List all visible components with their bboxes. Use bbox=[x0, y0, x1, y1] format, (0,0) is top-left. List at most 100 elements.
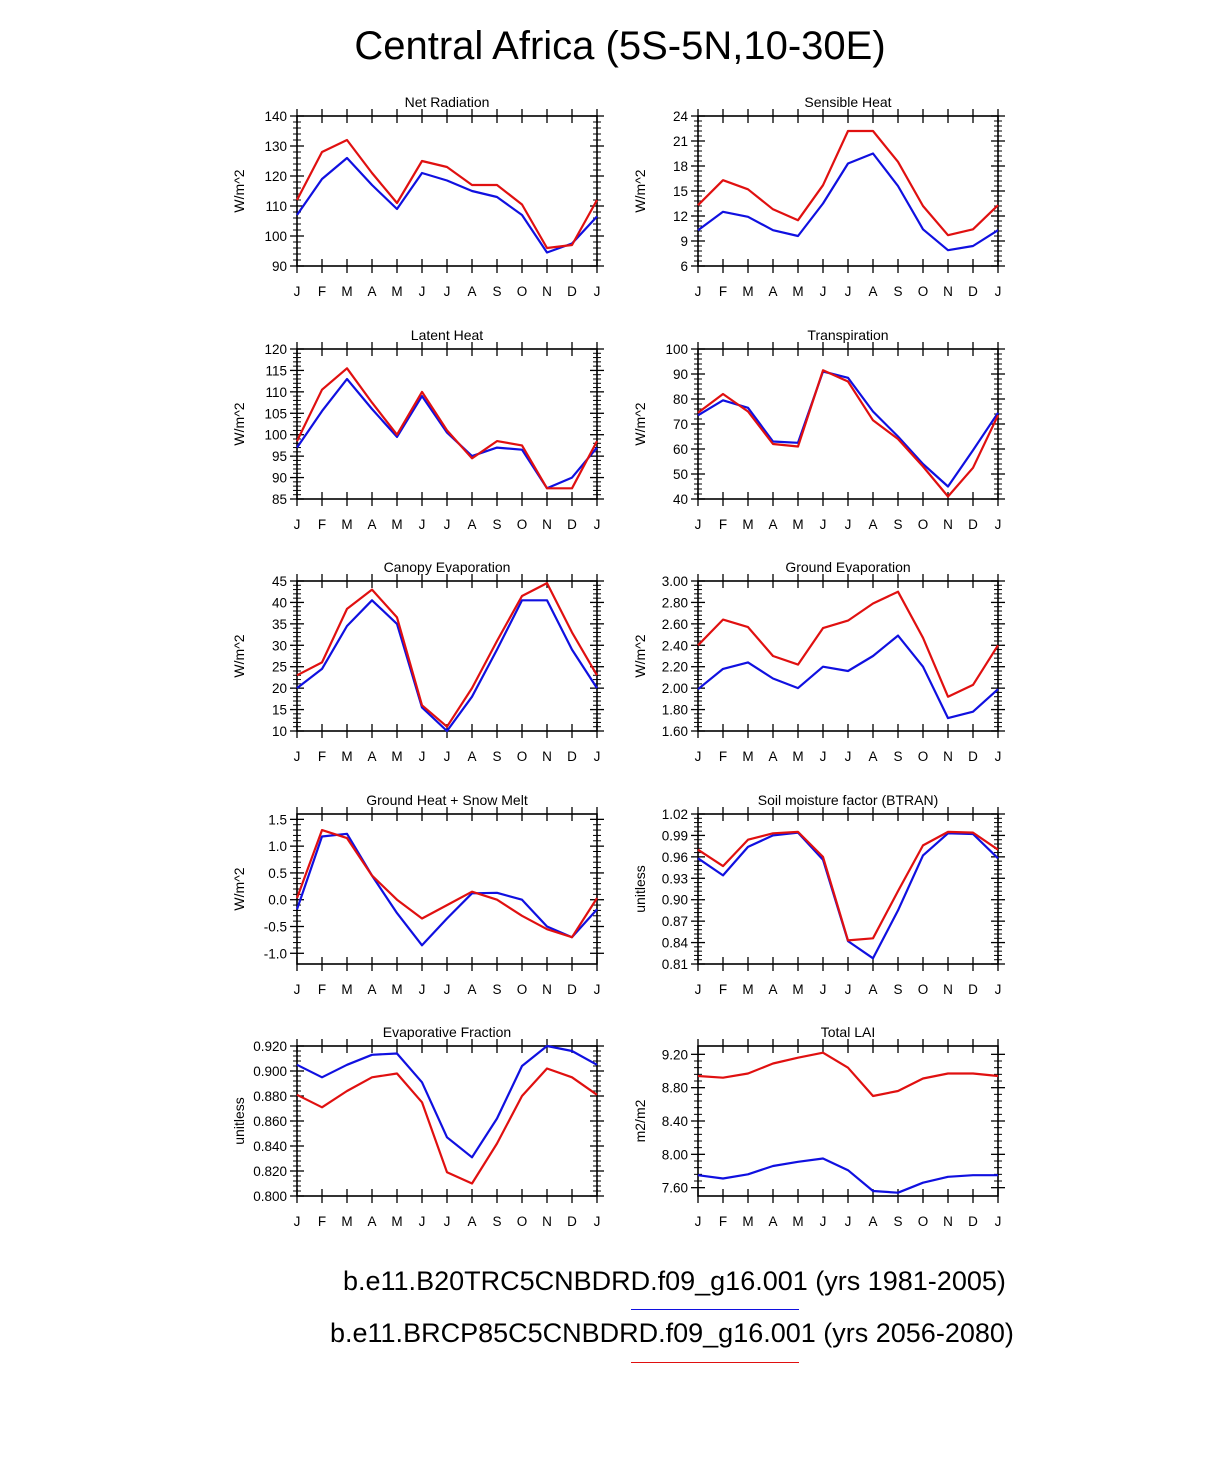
x-tick-label: J bbox=[995, 284, 1002, 299]
y-tick-label: 0.840 bbox=[253, 1139, 287, 1154]
y-tick-label: 2.00 bbox=[662, 681, 688, 696]
x-tick-label: N bbox=[943, 1214, 953, 1229]
x-tick-label: J bbox=[444, 982, 451, 997]
x-tick-label: M bbox=[742, 982, 753, 997]
y-tick-label: 30 bbox=[272, 638, 287, 653]
x-tick-label: A bbox=[467, 284, 476, 299]
x-tick-label: J bbox=[695, 1214, 702, 1229]
x-tick-label: O bbox=[918, 517, 929, 532]
y-axis-label: W/m^2 bbox=[231, 634, 247, 677]
x-tick-label: J bbox=[419, 749, 426, 764]
series-line bbox=[295, 828, 598, 939]
y-axis-label: W/m^2 bbox=[231, 169, 247, 212]
x-tick-label: A bbox=[467, 1214, 476, 1229]
y-tick-label: 60 bbox=[673, 442, 688, 457]
x-tick-label: A bbox=[768, 1214, 777, 1229]
y-tick-label: 20 bbox=[272, 681, 287, 696]
y-tick-label: 2.40 bbox=[662, 638, 688, 653]
series-line bbox=[697, 634, 999, 720]
plot-frame bbox=[697, 115, 999, 267]
y-tick-label: 6 bbox=[680, 259, 688, 274]
x-tick-label: M bbox=[792, 982, 803, 997]
y-tick-label: 130 bbox=[264, 139, 287, 154]
panel-title: Ground Evaporation bbox=[785, 559, 910, 575]
x-tick-label: D bbox=[567, 517, 577, 532]
y-tick-label: 50 bbox=[673, 467, 688, 482]
y-tick-label: 115 bbox=[265, 363, 287, 378]
series-line bbox=[296, 1067, 598, 1185]
y-tick-label: 100 bbox=[264, 229, 287, 244]
x-tick-label: J bbox=[419, 284, 426, 299]
plot-frame bbox=[296, 580, 598, 732]
x-tick-label: A bbox=[367, 284, 376, 299]
panel-title: Total LAI bbox=[821, 1024, 875, 1040]
panel-title: Sensible Heat bbox=[804, 94, 891, 110]
x-tick-label: J bbox=[594, 517, 601, 532]
panel-title: Net Radiation bbox=[405, 94, 490, 110]
x-tick-label: A bbox=[868, 1214, 877, 1229]
y-tick-label: 1.5 bbox=[268, 812, 287, 827]
x-tick-label: O bbox=[517, 1214, 528, 1229]
x-tick-label: N bbox=[943, 749, 953, 764]
panel-title: Latent Heat bbox=[411, 327, 483, 343]
y-tick-label: 8.80 bbox=[662, 1081, 688, 1096]
x-tick-label: S bbox=[893, 982, 902, 997]
x-tick-label: J bbox=[444, 517, 451, 532]
panel-title: Soil moisture factor (BTRAN) bbox=[758, 792, 938, 808]
x-tick-label: S bbox=[492, 284, 501, 299]
y-tick-label: 0.920 bbox=[253, 1039, 287, 1054]
x-tick-label: A bbox=[768, 982, 777, 997]
x-tick-label: A bbox=[467, 982, 476, 997]
x-tick-label: J bbox=[695, 517, 702, 532]
plot-frame bbox=[296, 115, 598, 267]
y-tick-label: 110 bbox=[265, 199, 287, 214]
y-tick-label: 0.90 bbox=[662, 893, 688, 908]
y-tick-label: -0.5 bbox=[264, 920, 287, 935]
x-tick-label: J bbox=[845, 982, 852, 997]
x-tick-label: D bbox=[968, 284, 978, 299]
x-tick-label: F bbox=[318, 749, 326, 764]
x-tick-label: J bbox=[845, 284, 852, 299]
x-tick-label: M bbox=[391, 284, 402, 299]
y-tick-label: 1.60 bbox=[662, 724, 688, 739]
x-tick-label: J bbox=[294, 284, 301, 299]
y-tick-label: 120 bbox=[264, 169, 287, 184]
y-tick-label: 18 bbox=[673, 159, 688, 174]
x-tick-label: J bbox=[845, 749, 852, 764]
y-tick-label: 0.800 bbox=[253, 1189, 287, 1204]
legend-entry-future: b.e11.BRCP85C5CNBDRD.f09_g16.001 (yrs 20… bbox=[330, 1318, 1014, 1348]
x-tick-label: M bbox=[391, 982, 402, 997]
x-tick-label: J bbox=[294, 1214, 301, 1229]
x-tick-label: M bbox=[341, 517, 352, 532]
legend-swatch-future bbox=[631, 1362, 799, 1363]
legend-entry-historical: b.e11.B20TRC5CNBDRD.f09_g16.001 (yrs 198… bbox=[343, 1266, 1006, 1296]
panel-title: Canopy Evaporation bbox=[384, 559, 511, 575]
x-tick-label: A bbox=[367, 749, 376, 764]
y-tick-label: 2.60 bbox=[662, 617, 688, 632]
x-tick-label: N bbox=[542, 749, 552, 764]
x-tick-label: A bbox=[768, 517, 777, 532]
x-tick-label: F bbox=[318, 284, 326, 299]
x-tick-label: N bbox=[542, 517, 552, 532]
x-tick-label: F bbox=[719, 284, 727, 299]
x-tick-label: O bbox=[517, 749, 528, 764]
y-tick-label: 35 bbox=[272, 617, 287, 632]
y-tick-label: 100 bbox=[264, 428, 287, 443]
x-tick-label: D bbox=[567, 749, 577, 764]
y-tick-label: 0.860 bbox=[253, 1114, 287, 1129]
x-tick-label: D bbox=[567, 982, 577, 997]
y-tick-label: 45 bbox=[272, 574, 287, 589]
series-line bbox=[295, 832, 598, 947]
series-line bbox=[296, 1044, 598, 1159]
y-tick-label: 90 bbox=[272, 259, 287, 274]
y-axis-label: W/m^2 bbox=[231, 402, 247, 445]
y-tick-label: 7.60 bbox=[662, 1181, 688, 1196]
x-tick-label: D bbox=[968, 1214, 978, 1229]
x-tick-label: F bbox=[318, 1214, 326, 1229]
y-tick-label: 120 bbox=[264, 342, 287, 357]
y-tick-label: 3.00 bbox=[662, 574, 688, 589]
